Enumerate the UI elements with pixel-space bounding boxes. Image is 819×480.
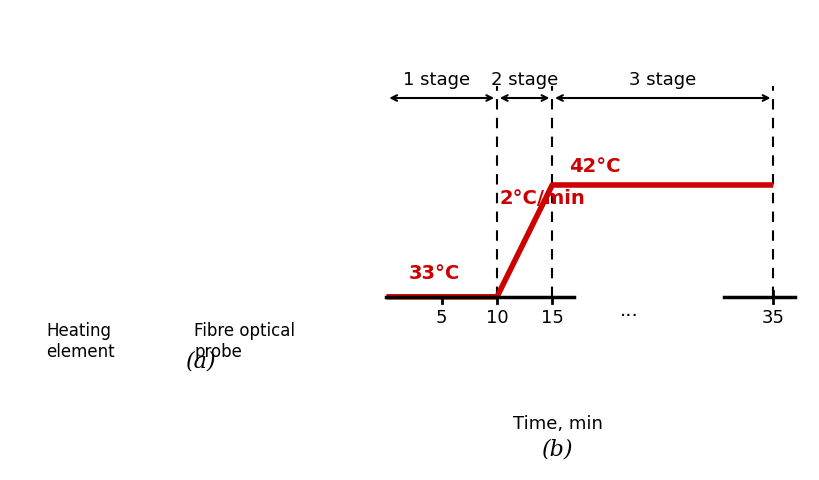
Text: (a): (a) [186,350,216,372]
Text: Time, min: Time, min [513,414,603,432]
Text: Fibre optical
probe: Fibre optical probe [194,322,295,360]
Text: 33°C: 33°C [408,264,459,282]
Text: 15: 15 [540,308,563,326]
Text: ...: ... [619,300,638,319]
Text: 1 stage: 1 stage [402,71,469,89]
Text: 35: 35 [761,308,784,326]
Text: 42°C: 42°C [568,156,619,176]
Text: 2 stage: 2 stage [491,71,558,89]
Text: 10: 10 [485,308,508,326]
Text: (b): (b) [542,438,573,459]
Text: 2°C/min: 2°C/min [499,189,584,208]
Text: 3 stage: 3 stage [628,71,695,89]
Text: Heating
element: Heating element [46,322,115,360]
Text: 5: 5 [436,308,447,326]
